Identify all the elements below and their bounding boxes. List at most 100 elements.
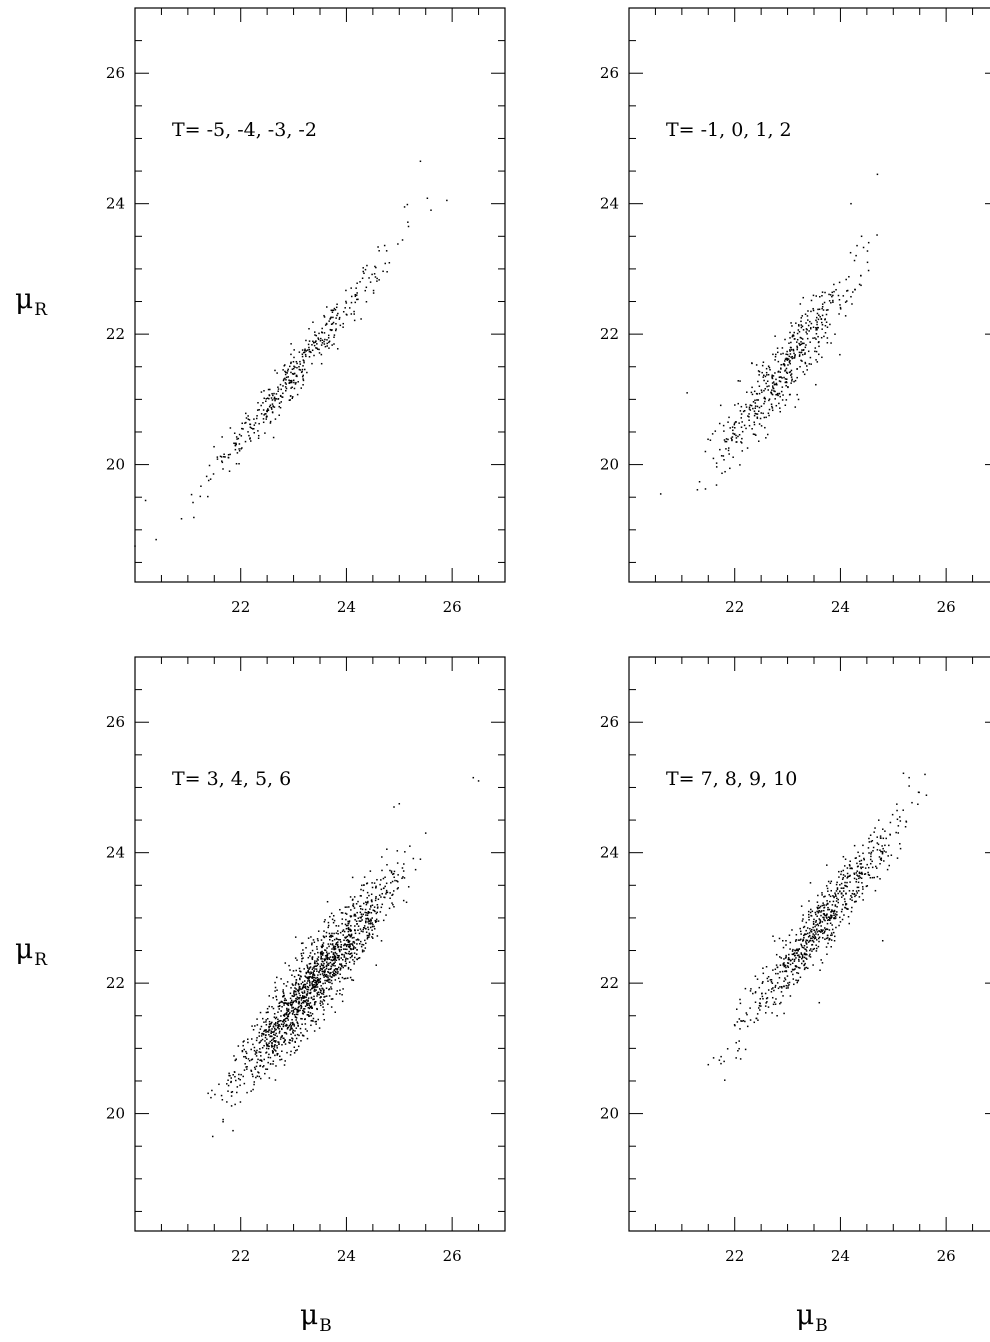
data-point <box>280 1058 283 1061</box>
data-point <box>749 990 752 992</box>
data-point <box>296 998 298 1000</box>
data-point <box>238 433 241 436</box>
data-point <box>840 887 843 889</box>
data-point <box>776 1014 778 1017</box>
data-point <box>796 332 799 335</box>
data-point <box>827 309 829 311</box>
data-point <box>302 952 305 954</box>
data-point <box>294 957 297 959</box>
data-point <box>333 343 335 345</box>
data-point <box>738 1018 741 1020</box>
data-point <box>799 927 801 930</box>
data-point <box>374 265 376 268</box>
data-point <box>829 919 831 922</box>
data-point <box>291 1007 293 1009</box>
data-point <box>321 331 323 334</box>
data-point <box>314 331 316 333</box>
data-point <box>390 871 393 874</box>
data-point <box>348 921 351 923</box>
data-point <box>363 925 366 927</box>
data-point <box>761 371 763 374</box>
data-point <box>806 958 808 960</box>
data-point <box>748 419 750 422</box>
data-point <box>384 896 386 899</box>
data-point <box>302 365 304 367</box>
data-point <box>842 295 845 297</box>
data-point <box>373 906 376 908</box>
data-point <box>308 1015 311 1017</box>
data-point <box>371 882 373 884</box>
data-point <box>796 952 798 954</box>
data-point <box>800 324 803 326</box>
data-point <box>257 430 259 432</box>
data-point <box>832 912 835 914</box>
data-point <box>218 1083 220 1086</box>
data-point <box>830 880 833 883</box>
data-point <box>339 939 342 941</box>
data-point <box>230 1077 232 1079</box>
data-point <box>352 898 354 901</box>
data-point <box>345 927 348 930</box>
panel-label: T= -5, -4, -3, -2 <box>172 119 317 141</box>
data-point <box>880 859 883 861</box>
data-point <box>289 1039 292 1041</box>
data-point <box>821 303 824 305</box>
data-point <box>835 288 837 291</box>
data-point <box>762 361 765 363</box>
data-point <box>780 390 783 393</box>
data-point <box>794 354 796 356</box>
data-point <box>786 965 789 967</box>
data-point <box>765 966 768 968</box>
data-point <box>727 421 729 423</box>
data-point <box>340 946 342 948</box>
data-point <box>805 322 807 324</box>
data-point <box>842 869 845 872</box>
data-point <box>320 968 323 970</box>
data-point <box>782 394 784 396</box>
data-point <box>856 870 859 872</box>
data-point <box>312 342 315 344</box>
data-point <box>822 902 824 904</box>
data-point <box>748 413 750 415</box>
data-point <box>880 857 883 860</box>
data-point <box>737 402 739 405</box>
data-point <box>316 348 319 350</box>
data-point <box>301 353 304 356</box>
data-point <box>286 1027 289 1029</box>
data-point <box>820 925 822 927</box>
data-point <box>370 918 372 921</box>
data-point <box>870 840 872 843</box>
data-point <box>798 355 801 357</box>
data-point <box>273 1037 275 1039</box>
data-point <box>291 397 294 400</box>
data-point <box>199 495 202 498</box>
data-point <box>330 329 333 332</box>
data-point <box>780 991 783 993</box>
data-point <box>376 911 378 914</box>
data-point <box>336 938 338 941</box>
data-point <box>740 417 743 419</box>
data-point <box>273 1027 276 1030</box>
data-point <box>300 942 303 945</box>
data-point <box>315 982 317 984</box>
data-point <box>905 821 908 823</box>
data-point <box>823 918 825 921</box>
data-point <box>307 1014 310 1016</box>
data-point <box>344 965 347 967</box>
data-point <box>307 1000 309 1003</box>
data-point <box>299 363 302 365</box>
data-point <box>257 437 260 439</box>
data-point <box>766 1001 768 1003</box>
data-point <box>311 943 313 946</box>
data-point <box>327 921 330 924</box>
data-point <box>305 999 308 1001</box>
data-point <box>823 904 825 906</box>
data-point <box>306 371 308 374</box>
data-point <box>770 392 773 395</box>
data-point <box>879 878 881 880</box>
data-point <box>317 337 319 339</box>
data-point <box>794 954 796 957</box>
data-point <box>262 1065 265 1067</box>
data-point <box>325 957 327 959</box>
data-point <box>308 340 311 342</box>
